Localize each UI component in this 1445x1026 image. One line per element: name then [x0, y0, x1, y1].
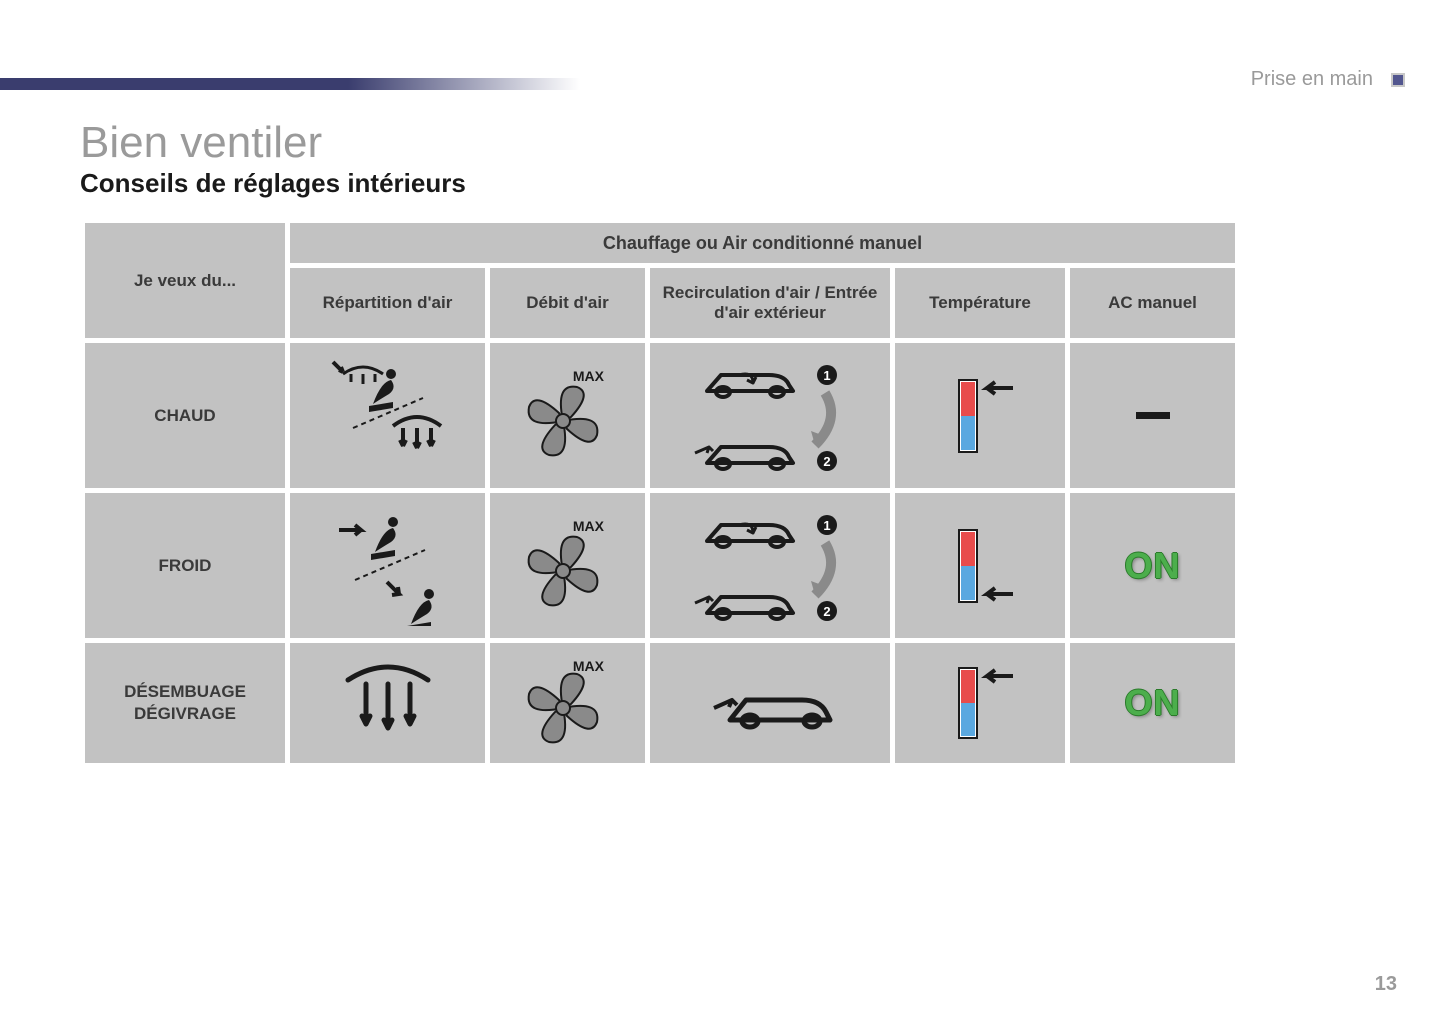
- ac-dash: [1070, 343, 1235, 488]
- page-number: 13: [1375, 973, 1397, 996]
- settings-table: Je veux du... Chauffage ou Air condition…: [80, 218, 1240, 768]
- max-label: MAX: [572, 518, 604, 534]
- section-label: Prise en main: [1251, 68, 1373, 91]
- page-title: Bien ventiler: [80, 118, 322, 168]
- on-label: ON: [1125, 545, 1181, 586]
- col-airflow: Débit d'air: [490, 268, 645, 338]
- temperature-cold-icon: [895, 493, 1065, 638]
- on-label: ON: [1125, 682, 1181, 723]
- row-label: DÉSEMBUAGEDÉGIVRAGE: [85, 643, 285, 763]
- corner-header: Je veux du...: [85, 223, 285, 338]
- svg-text:2: 2: [823, 604, 830, 619]
- header-right: Prise en main: [1251, 68, 1405, 91]
- fan-max-icon: MAX: [490, 343, 645, 488]
- max-label: MAX: [572, 658, 604, 674]
- svg-text:2: 2: [823, 454, 830, 469]
- page-subtitle: Conseils de réglages intérieurs: [80, 168, 466, 199]
- row-label: CHAUD: [85, 343, 285, 488]
- col-air-distribution: Répartition d'air: [290, 268, 485, 338]
- svg-text:1: 1: [823, 518, 830, 533]
- header-square-icon: [1391, 73, 1405, 87]
- ac-on: ON: [1070, 643, 1235, 763]
- col-ac-manual: AC manuel: [1070, 268, 1235, 338]
- air-distribution-icon: [290, 343, 485, 488]
- header-band: [0, 78, 580, 90]
- table-row: DÉSEMBUAGEDÉGIVRAGE MAX: [85, 643, 1235, 763]
- ac-on: ON: [1070, 493, 1235, 638]
- row-label: FROID: [85, 493, 285, 638]
- temperature-hot-icon: [895, 343, 1065, 488]
- fresh-air-icon: [650, 643, 890, 763]
- col-recirculation: Recirculation d'air / Entrée d'air extér…: [650, 268, 890, 338]
- table-row: FROID MAX: [85, 493, 1235, 638]
- fan-max-icon: MAX: [490, 493, 645, 638]
- fan-max-icon: MAX: [490, 643, 645, 763]
- main-header: Chauffage ou Air conditionné manuel: [290, 223, 1235, 263]
- recirculation-icon: 1 2: [650, 493, 890, 638]
- table-row: CHAUD MAX: [85, 343, 1235, 488]
- temperature-hot-icon: [895, 643, 1065, 763]
- defrost-windshield-icon: [290, 643, 485, 763]
- air-distribution-icon: [290, 493, 485, 638]
- max-label: MAX: [572, 368, 604, 384]
- col-temperature: Température: [895, 268, 1065, 338]
- dash-icon: [1136, 412, 1170, 419]
- recirculation-icon: 1 2: [650, 343, 890, 488]
- svg-text:1: 1: [823, 368, 830, 383]
